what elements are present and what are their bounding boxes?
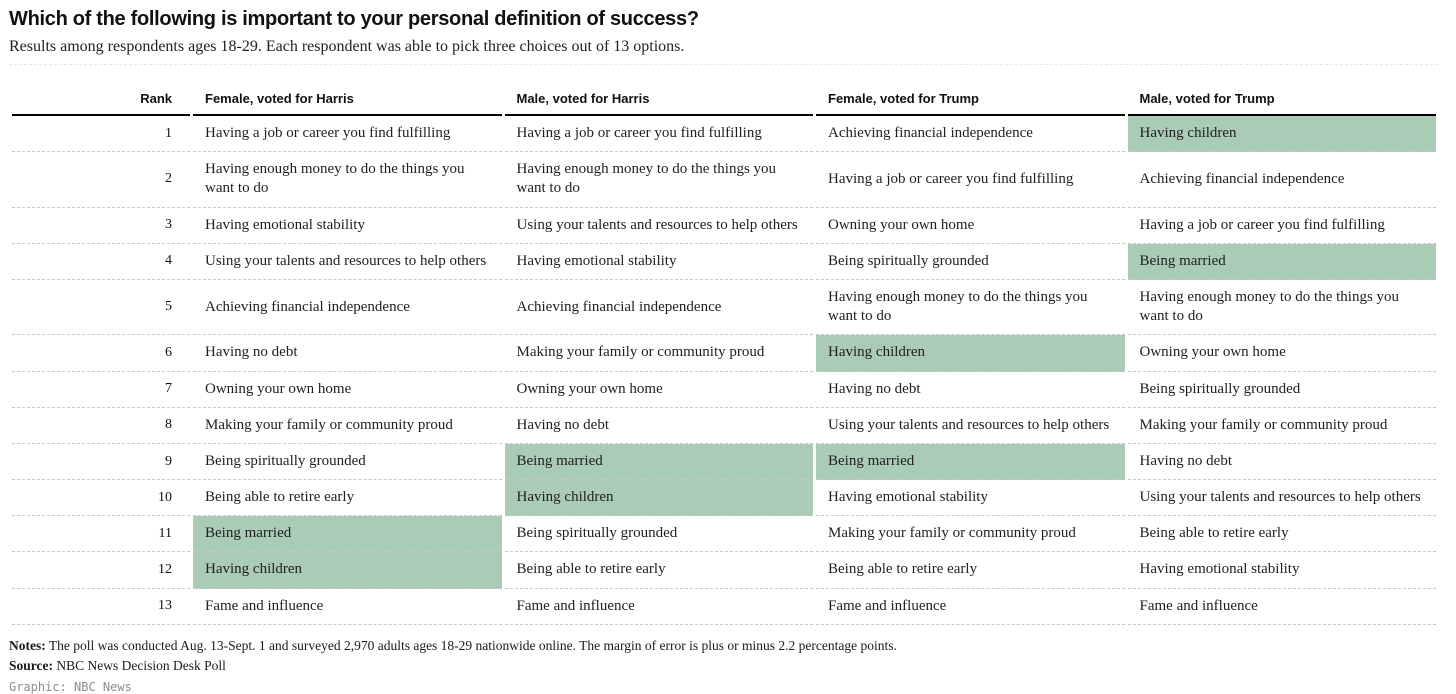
page-subtitle: Results among respondents ages 18-29. Ea… bbox=[9, 38, 685, 55]
table-cell: Having emotional stability bbox=[193, 208, 502, 244]
table-cell: Owning your own home bbox=[816, 208, 1125, 244]
rank-cell: 13 bbox=[12, 589, 190, 625]
column-header-rank: Rank bbox=[12, 65, 190, 116]
rank-cell: 1 bbox=[12, 116, 190, 153]
rank-cell: 6 bbox=[12, 335, 190, 372]
table-cell: Using your talents and resources to help… bbox=[1127, 480, 1436, 517]
table-row-13: 13 Fame and influence Fame and influence Fa… bbox=[12, 589, 1436, 625]
column-header-2: Male, voted for Harris bbox=[504, 65, 813, 116]
rank-cell: 12 bbox=[12, 552, 190, 589]
table-cell: Fame and influence bbox=[816, 589, 1125, 625]
footer: Notes: The poll was conducted Aug. 13-Se… bbox=[9, 638, 1438, 694]
rank-cell: 10 bbox=[12, 480, 190, 517]
highlighted-cell: Having children bbox=[816, 335, 1125, 372]
rank-cell: 3 bbox=[12, 208, 190, 244]
table-cell: Achieving financial independence bbox=[816, 116, 1125, 153]
table-cell: Having emotional stability bbox=[504, 244, 813, 280]
table-row-6: 6 Having no debt Making your family or com… bbox=[12, 335, 1436, 372]
source-label: Source: bbox=[9, 657, 53, 673]
table-row-11: 11 Being married Being spiritually grounde… bbox=[12, 516, 1436, 553]
table-cell: Having no debt bbox=[504, 408, 813, 444]
highlighted-cell: Being married bbox=[1127, 243, 1436, 280]
highlighted-cell: Having children bbox=[1127, 116, 1436, 153]
page-title: Which of the following is important to y… bbox=[9, 8, 699, 30]
notes-text: The poll was conducted Aug. 13-Sept. 1 a… bbox=[48, 637, 897, 653]
rank-cell: 2 bbox=[12, 152, 190, 208]
highlighted-cell: Having children bbox=[193, 552, 502, 589]
table-row-3: 3 Having emotional stability Using your ta… bbox=[12, 208, 1436, 244]
ranking-table-container: Rank Female, voted for Harris Male, voted … bbox=[9, 64, 1438, 625]
table-cell: Being spiritually grounded bbox=[1127, 372, 1436, 408]
table-row-4: 4 Using your talents and resources to hel… bbox=[12, 243, 1436, 280]
highlighted-cell: Being married bbox=[816, 443, 1125, 481]
table-cell: Using your talents and resources to help… bbox=[816, 408, 1125, 444]
table-row-12: 12 Having children Being able to retire ea… bbox=[12, 552, 1436, 589]
table-cell: Making your family or community proud bbox=[816, 516, 1125, 553]
rank-cell: 8 bbox=[12, 408, 190, 444]
table-row-8: 8 Making your family or community proud Ha… bbox=[12, 408, 1436, 444]
table-cell: Having enough money to do the things you… bbox=[504, 152, 813, 208]
table-cell: Being able to retire early bbox=[816, 552, 1125, 589]
table-cell: Making your family or community proud bbox=[193, 408, 502, 444]
rank-cell: 7 bbox=[12, 372, 190, 408]
table-cell: Owning your own home bbox=[193, 372, 502, 408]
highlighted-cell: Having children bbox=[504, 480, 813, 517]
table-row-7: 7 Owning your own home Owning your own hom… bbox=[12, 372, 1436, 408]
table-cell: Having no debt bbox=[816, 372, 1125, 408]
column-header-1: Female, voted for Harris bbox=[193, 65, 502, 116]
table-cell: Fame and influence bbox=[504, 589, 813, 625]
table-cell: Making your family or community proud bbox=[1127, 408, 1436, 444]
table-header-row: Rank Female, voted for Harris Male, voted … bbox=[12, 65, 1436, 116]
table-cell: Having emotional stability bbox=[1127, 552, 1436, 589]
table-cell: Having no debt bbox=[193, 335, 502, 372]
column-header-3: Female, voted for Trump bbox=[816, 65, 1125, 116]
column-header-4: Male, voted for Trump bbox=[1127, 65, 1436, 116]
table-cell: Using your talents and resources to help… bbox=[504, 208, 813, 244]
table-row-9: 9 Being spiritually grounded Being married… bbox=[12, 443, 1436, 481]
rank-cell: 9 bbox=[12, 444, 190, 481]
table-cell: Having enough money to do the things you… bbox=[193, 152, 502, 208]
table-cell: Making your family or community proud bbox=[504, 335, 813, 372]
table-cell: Owning your own home bbox=[504, 372, 813, 408]
table-cell: Being spiritually grounded bbox=[193, 444, 502, 481]
ranking-table: Rank Female, voted for Harris Male, voted … bbox=[9, 65, 1439, 625]
table-cell: Having a job or career you find fulfilli… bbox=[816, 152, 1125, 208]
table-cell: Being able to retire early bbox=[193, 480, 502, 517]
table-cell: Achieving financial independence bbox=[1127, 152, 1436, 208]
table-cell: Having a job or career you find fulfilli… bbox=[504, 116, 813, 153]
table-cell: Achieving financial independence bbox=[193, 280, 502, 336]
table-cell: Having enough money to do the things you… bbox=[1127, 280, 1436, 336]
highlighted-cell: Being married bbox=[193, 516, 502, 553]
table-cell: Being spiritually grounded bbox=[504, 516, 813, 553]
rank-cell: 11 bbox=[12, 516, 190, 553]
table-row-2: 2 Having enough money to do the things yo… bbox=[12, 152, 1436, 208]
source-text: NBC News Decision Desk Poll bbox=[56, 657, 226, 673]
table-cell: Achieving financial independence bbox=[504, 280, 813, 336]
rank-cell: 5 bbox=[12, 280, 190, 336]
table-cell: Being able to retire early bbox=[1127, 516, 1436, 553]
notes-label: Notes: bbox=[9, 637, 46, 653]
source-line: Source: NBC News Decision Desk Poll bbox=[9, 658, 1438, 674]
table-row-1: 1 Having a job or career you find fulfill… bbox=[12, 116, 1436, 153]
rank-cell: 4 bbox=[12, 244, 190, 280]
table-cell: Having emotional stability bbox=[816, 480, 1125, 517]
table-cell: Having no debt bbox=[1127, 444, 1436, 481]
table-cell: Being spiritually grounded bbox=[816, 244, 1125, 280]
table-row-5: 5 Achieving financial independence Achievi… bbox=[12, 280, 1436, 336]
table-cell: Using your talents and resources to help… bbox=[193, 244, 502, 280]
notes-line: Notes: The poll was conducted Aug. 13-Se… bbox=[9, 638, 1438, 654]
table-cell: Being able to retire early bbox=[504, 552, 813, 589]
highlighted-cell: Being married bbox=[504, 443, 813, 481]
table-cell: Having a job or career you find fulfilli… bbox=[1127, 208, 1436, 244]
table-cell: Having a job or career you find fulfilli… bbox=[193, 116, 502, 153]
table-cell: Fame and influence bbox=[193, 589, 502, 625]
table-cell: Having enough money to do the things you… bbox=[816, 280, 1125, 336]
table-row-10: 10 Being able to retire early Having child… bbox=[12, 480, 1436, 517]
table-cell: Fame and influence bbox=[1127, 589, 1436, 625]
table-cell: Owning your own home bbox=[1127, 335, 1436, 372]
